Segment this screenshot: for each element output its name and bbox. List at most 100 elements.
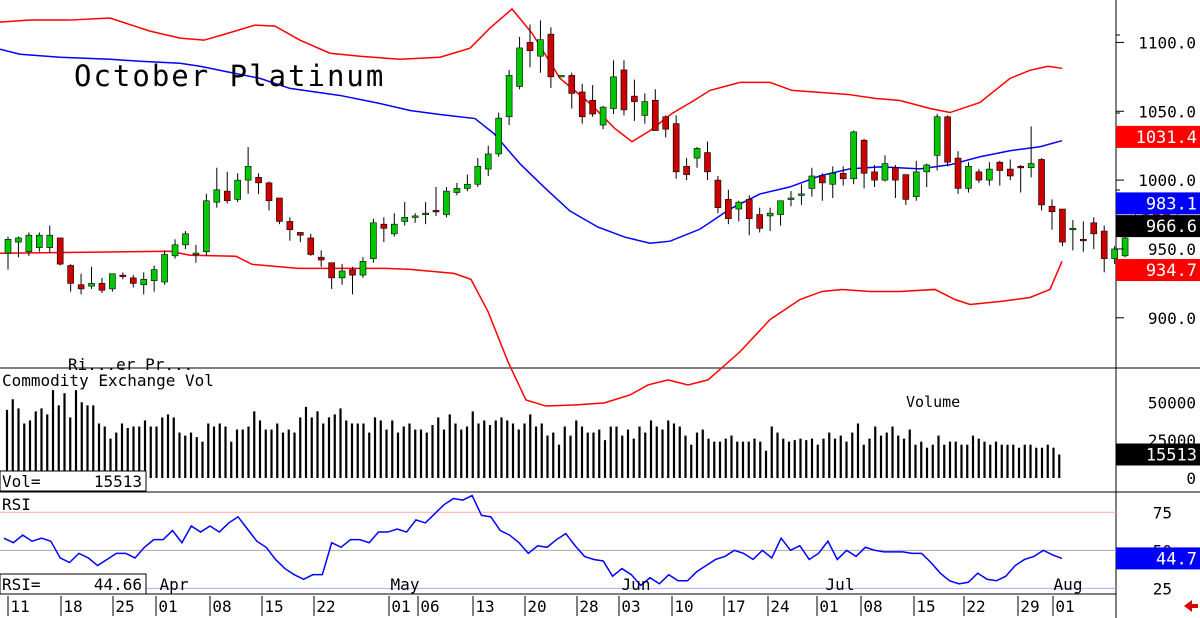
- x-day-label: 20: [527, 597, 546, 616]
- rsi-tag-label: 44.7: [1156, 549, 1197, 569]
- candle-down: [1017, 166, 1024, 169]
- candle-down: [996, 161, 1004, 171]
- partial-clipped-label: Ri...er Pr...: [68, 355, 193, 374]
- price-tag-box: [1116, 215, 1200, 238]
- candle-down: [255, 177, 262, 184]
- candle-down: [56, 237, 64, 265]
- chart-title: October Platinum: [74, 59, 385, 93]
- candle-up: [516, 47, 523, 87]
- candle-down: [819, 175, 826, 184]
- candle-down: [98, 283, 106, 291]
- candle-up: [1111, 248, 1118, 259]
- volume-readout-value: 15513: [94, 472, 142, 491]
- candle-up: [693, 148, 701, 159]
- x-day-label: 01: [819, 597, 838, 616]
- candle-up: [390, 223, 398, 235]
- candle-up: [464, 183, 471, 189]
- x-day-label: 03: [621, 597, 640, 616]
- candle-up: [1027, 163, 1035, 169]
- candle-down: [714, 179, 722, 208]
- candle-down: [67, 265, 74, 284]
- candle-up: [641, 101, 649, 116]
- x-month-label: Jun: [622, 575, 651, 594]
- candle-up: [359, 261, 367, 276]
- volume-readout-label: Vol=: [2, 472, 41, 491]
- x-day-label: 25: [115, 597, 134, 616]
- candle-up: [735, 201, 743, 210]
- x-day-label: 15: [916, 597, 935, 616]
- candle-up: [484, 153, 492, 170]
- volume-series-label: Volume: [906, 393, 960, 411]
- bollinger-upper-line: [0, 250, 1063, 407]
- volume-ytick-label: 50000: [1148, 393, 1196, 412]
- price-tag-box: [1116, 125, 1200, 148]
- candle-down: [129, 277, 137, 284]
- candle-down: [380, 223, 388, 229]
- rsi-line: [3, 494, 1063, 587]
- candle-down: [672, 123, 680, 173]
- candle-up: [171, 244, 179, 257]
- candle-down: [745, 199, 753, 219]
- x-day-label: 13: [475, 597, 494, 616]
- candle-up: [192, 252, 200, 255]
- candle-down: [276, 197, 283, 222]
- candle-down: [286, 221, 294, 230]
- candle-up: [25, 234, 33, 253]
- left-arrow-icon[interactable]: [1184, 600, 1198, 612]
- candle-up: [150, 269, 158, 281]
- candle-up: [850, 131, 857, 180]
- candle-down: [568, 75, 576, 94]
- candle-up: [46, 234, 54, 248]
- candle-down: [1059, 208, 1066, 243]
- candle-down: [1048, 205, 1056, 213]
- candle-up: [474, 166, 482, 185]
- candle-down: [547, 33, 555, 78]
- candle-up: [213, 189, 221, 203]
- candle-up: [411, 215, 419, 218]
- volume-tag-box: [1116, 443, 1200, 466]
- price-tag-box: [1116, 192, 1200, 215]
- candle-up: [766, 212, 774, 217]
- candle-down: [349, 269, 356, 276]
- x-day-label: 10: [674, 597, 693, 616]
- candle-down: [756, 214, 763, 229]
- x-day-label: 15: [264, 597, 283, 616]
- price-ytick-label: 900.0: [1148, 309, 1196, 328]
- candle-up: [881, 163, 889, 181]
- candle-down: [954, 157, 962, 189]
- x-day-label: 28: [579, 597, 598, 616]
- rsi-readout-label: RSI=: [2, 575, 41, 594]
- price-tag-label: 934.7: [1146, 261, 1197, 281]
- candle-down: [662, 116, 670, 130]
- candle-up: [422, 212, 429, 215]
- candle-up: [537, 39, 544, 57]
- volume-tag-label: 15513: [1146, 446, 1197, 466]
- candle-up: [401, 216, 409, 222]
- candle-down: [432, 210, 440, 213]
- rsi-panel-title: RSI: [2, 495, 31, 514]
- x-day-label: 11: [10, 597, 29, 616]
- candle-down: [526, 42, 534, 51]
- candle-up: [912, 171, 920, 197]
- candle-up: [203, 200, 210, 253]
- volume-ytick-label: 0: [1186, 469, 1196, 488]
- price-ytick-label: 1000.0: [1138, 171, 1196, 190]
- x-day-label: 18: [63, 597, 82, 616]
- candle-up: [443, 190, 450, 215]
- candle-up: [777, 200, 784, 215]
- candle-down: [944, 116, 951, 163]
- rsi-ytick-label: 75: [1153, 503, 1172, 522]
- price-ytick-label: 950.0: [1148, 240, 1196, 259]
- candle-up: [787, 197, 795, 200]
- candle-up: [4, 239, 12, 254]
- candle-down: [297, 232, 304, 236]
- candle-down: [119, 274, 127, 277]
- price-ytick-label: 1050.0: [1138, 102, 1196, 121]
- candle-up: [558, 75, 565, 78]
- candle-up: [338, 270, 346, 279]
- candle-down: [860, 139, 868, 174]
- candle-up: [370, 222, 377, 259]
- candle-down: [704, 152, 711, 173]
- candle-down: [975, 171, 983, 181]
